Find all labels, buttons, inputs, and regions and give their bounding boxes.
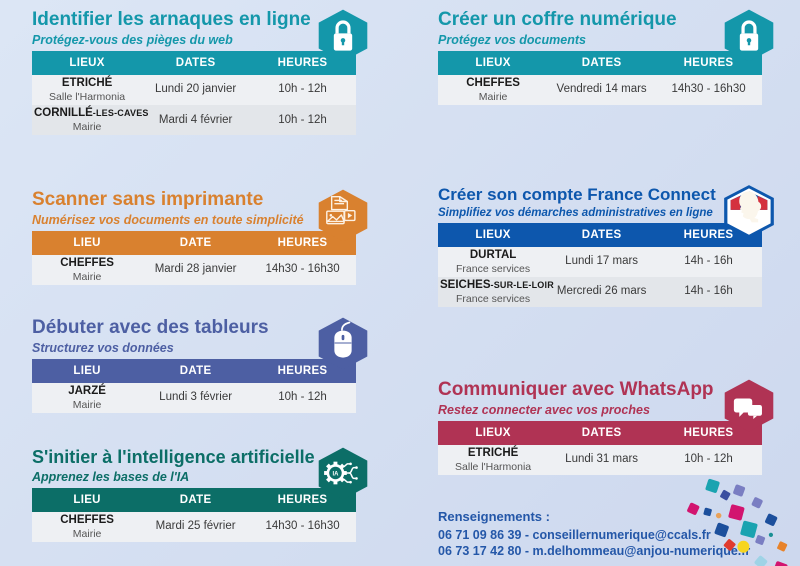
svg-text:IA: IA (332, 471, 339, 477)
